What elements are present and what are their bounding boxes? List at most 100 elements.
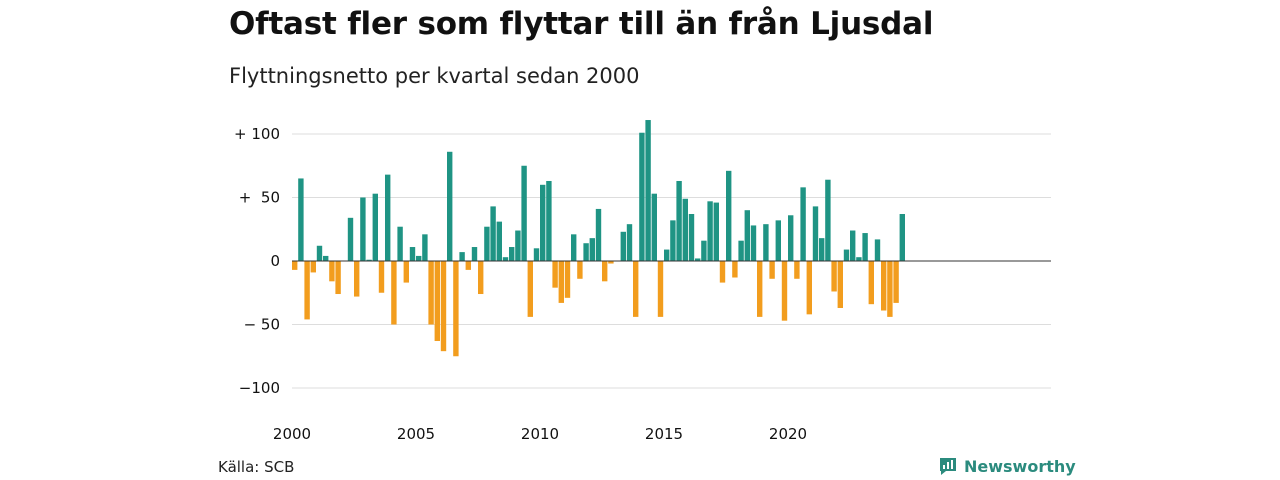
bar <box>329 261 335 282</box>
bar <box>887 261 893 317</box>
bar <box>527 261 533 317</box>
bar <box>533 248 540 261</box>
bar <box>682 198 688 261</box>
bar <box>323 255 329 261</box>
bar <box>471 247 478 261</box>
bar <box>862 233 868 261</box>
bar <box>750 225 757 261</box>
bar <box>806 261 812 315</box>
y-tick-label: + 100 <box>234 125 280 143</box>
bar <box>540 184 546 261</box>
bar <box>403 261 409 283</box>
chart-subtitle: Flyttningsnetto per kvartal sedan 2000 <box>229 64 640 88</box>
bar <box>738 240 744 261</box>
y-tick-label: + 50 <box>239 189 280 207</box>
bar <box>819 238 825 261</box>
bar <box>837 261 843 308</box>
bar <box>645 120 651 261</box>
bar <box>881 261 887 311</box>
bar <box>726 170 732 261</box>
bar <box>571 234 577 261</box>
bar <box>465 261 471 270</box>
bar <box>515 230 521 261</box>
bar <box>719 261 726 283</box>
bar <box>453 261 459 357</box>
bar <box>546 180 552 261</box>
bar <box>502 257 509 261</box>
bar <box>843 249 850 261</box>
bar <box>595 208 602 261</box>
bar <box>825 179 831 261</box>
bar <box>620 231 626 261</box>
bar <box>428 261 434 325</box>
brand-name: Newsworthy <box>964 456 1076 476</box>
bar <box>695 258 701 261</box>
bar <box>422 234 428 261</box>
bar <box>558 261 564 303</box>
bar <box>409 247 416 261</box>
bar <box>391 261 397 325</box>
bar <box>899 214 905 261</box>
bar <box>812 206 819 261</box>
bar <box>385 174 391 261</box>
bar <box>440 261 447 352</box>
bar <box>602 261 608 282</box>
bar <box>874 239 881 261</box>
bar <box>583 243 589 261</box>
bar <box>589 238 595 261</box>
bar <box>354 261 360 297</box>
bar <box>335 261 341 295</box>
y-axis-ticks: + 100 + 50 0 − 50 −100 <box>234 125 280 397</box>
bar <box>316 245 323 261</box>
bar <box>416 255 422 261</box>
bar <box>676 180 682 261</box>
bar <box>608 261 614 264</box>
brand-logo: Newsworthy <box>938 456 1076 476</box>
bar <box>577 261 583 279</box>
bar <box>459 252 465 261</box>
x-axis-ticks: 2000 2005 2010 2015 2020 <box>273 425 807 443</box>
bar <box>626 224 633 261</box>
bar <box>688 214 695 261</box>
bar <box>521 165 527 261</box>
bar <box>434 261 440 342</box>
bar <box>447 151 453 261</box>
bar <box>292 261 298 270</box>
newsworthy-logo-icon <box>940 458 956 475</box>
bar <box>651 193 657 261</box>
x-tick-label: 2000 <box>273 425 311 443</box>
bar <box>732 261 738 278</box>
bar <box>378 261 385 293</box>
bar <box>509 247 515 261</box>
bar <box>763 224 769 261</box>
bar <box>564 261 571 298</box>
bar <box>868 261 874 305</box>
y-tick-label: 0 <box>270 252 280 270</box>
bar <box>781 261 788 321</box>
bars <box>292 120 905 357</box>
bar <box>701 240 707 261</box>
y-tick-label: − 50 <box>244 316 280 334</box>
bar <box>707 201 713 261</box>
bar <box>552 261 558 288</box>
bar <box>298 178 304 261</box>
bar <box>775 220 781 261</box>
grid-lines <box>292 133 1051 389</box>
bar <box>713 202 719 261</box>
bar <box>484 226 490 261</box>
bar <box>657 261 664 317</box>
bar <box>757 261 763 317</box>
bar <box>304 261 310 320</box>
x-tick-label: 2020 <box>769 425 807 443</box>
bar <box>372 193 378 261</box>
bar <box>744 210 750 261</box>
x-tick-label: 2005 <box>397 425 435 443</box>
y-tick-label: −100 <box>239 379 280 397</box>
bar <box>856 257 862 261</box>
bar <box>490 206 496 261</box>
bar <box>360 197 366 261</box>
bar <box>366 259 372 261</box>
bar <box>769 261 775 279</box>
bar <box>496 221 502 261</box>
x-tick-label: 2015 <box>645 425 683 443</box>
